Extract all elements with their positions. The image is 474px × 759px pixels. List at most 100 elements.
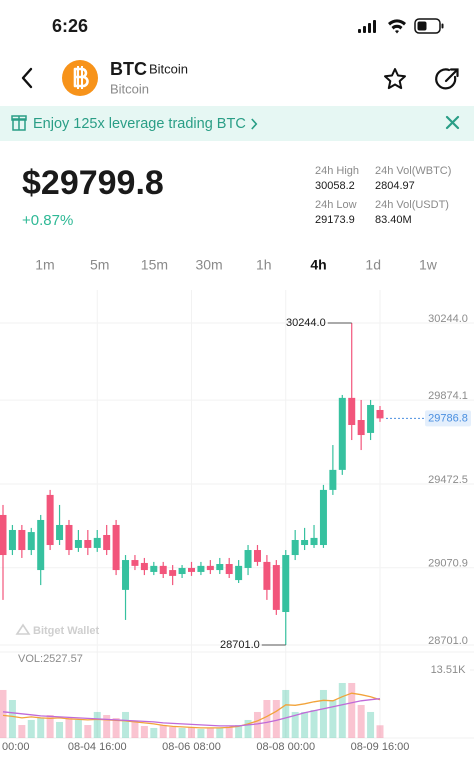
candle-body — [37, 519, 45, 571]
candle-body — [216, 564, 224, 571]
candle-body — [329, 469, 337, 490]
x-tick-label: 08-08 00:00 — [256, 741, 315, 753]
candle-body — [18, 529, 26, 551]
gift-icon — [11, 115, 27, 131]
volume-bar — [291, 711, 299, 738]
candle-body — [348, 397, 356, 426]
candle-body — [310, 537, 318, 546]
candle-body — [169, 570, 177, 576]
volume-bar — [357, 704, 365, 738]
candle-body — [272, 565, 280, 610]
volume-bar — [348, 682, 356, 738]
candle-body — [74, 540, 82, 548]
interval-tabs: 1m 5m 15m 30m 1h 4h 1d 1w — [35, 257, 437, 273]
volume-bar — [301, 711, 309, 738]
candle-body — [367, 404, 375, 433]
candle-body — [150, 565, 158, 572]
candle-body — [206, 565, 214, 571]
candle-body — [357, 420, 365, 436]
volume-bar — [206, 727, 214, 738]
candle-body — [235, 565, 243, 581]
volume-bar — [159, 725, 167, 738]
ma-line — [2, 698, 381, 727]
chart: 00:00 08-04 16:00 08-06 08:00 08-08 00:00 08… — [0, 290, 474, 753]
volume-bar — [197, 728, 205, 738]
interval-tab[interactable]: 1w — [419, 257, 438, 273]
candle-body — [159, 565, 167, 575]
volume-bar — [56, 721, 64, 738]
candle-body — [84, 540, 92, 548]
coin-logo — [62, 60, 98, 96]
stats: 24h High 30058.2 24h Vol(WBTC) 2804.97 24h L… — [315, 165, 451, 226]
volume-bar — [65, 718, 73, 738]
stat-label: 24h Vol(USDT) — [375, 199, 449, 211]
volume-bar — [84, 725, 92, 738]
volume-bar — [235, 725, 243, 738]
candle-body — [122, 560, 130, 590]
extreme-label: 28701.0 — [220, 639, 260, 651]
candle-body — [27, 532, 35, 551]
volume-bar — [46, 714, 54, 738]
volume-bar — [216, 727, 224, 738]
candle-body — [282, 555, 290, 613]
interval-tab[interactable]: 15m — [141, 257, 168, 273]
coin-subtitle: Bitcoin — [110, 81, 149, 96]
volume-bar — [93, 711, 101, 738]
candle-body — [46, 494, 54, 546]
x-tick-label: 00:00 — [2, 741, 30, 753]
status-time: 6:26 — [52, 16, 88, 36]
candle-body — [319, 489, 327, 546]
interval-tab[interactable]: 30m — [195, 257, 222, 273]
volume-bar — [8, 699, 16, 738]
interval-tab[interactable]: 5m — [90, 257, 109, 273]
volume-bar — [329, 699, 337, 738]
volume-bar — [319, 689, 327, 738]
volume-bar — [338, 682, 346, 738]
y-tick-label: 29070.9 — [428, 558, 468, 570]
volume-bar — [178, 727, 186, 738]
volume-bar — [131, 721, 139, 738]
banner-text[interactable]: Enjoy 125x leverage trading BTC — [33, 116, 246, 132]
candle-body — [338, 397, 346, 470]
interval-tab[interactable]: 1h — [256, 257, 272, 273]
candle-body — [188, 567, 195, 572]
stat-label: 24h Vol(WBTC) — [375, 165, 451, 177]
interval-tab[interactable]: 1d — [365, 257, 381, 273]
candle-body — [112, 524, 120, 571]
candle-body — [291, 540, 299, 556]
coin-name: Bitcoin — [149, 61, 188, 76]
candle-body — [0, 514, 7, 556]
volume-bar — [18, 725, 26, 738]
volume-bar — [367, 711, 375, 738]
volume-bar — [225, 726, 233, 738]
interval-tab[interactable]: 4h — [310, 257, 326, 273]
volume-bar — [282, 689, 290, 738]
share-button[interactable] — [435, 68, 459, 90]
volume-bar — [244, 719, 252, 738]
volume-bar — [140, 726, 148, 738]
candle-body — [225, 564, 233, 575]
y-tick-label: 28701.0 — [428, 635, 468, 647]
volume-bar — [112, 718, 120, 738]
volume-bar — [122, 711, 130, 738]
back-button[interactable] — [21, 67, 33, 89]
last-price: $29799.8 — [22, 164, 164, 202]
volume-bar — [376, 725, 384, 738]
y-tick-label: 29874.1 — [428, 390, 468, 402]
stat-label: 24h Low — [315, 199, 357, 211]
last-price-label: 29786.8 — [428, 412, 468, 424]
candle-body — [301, 540, 309, 546]
extreme-label: 30244.0 — [286, 317, 326, 329]
interval-tab[interactable]: 1m — [35, 257, 54, 273]
volume-bar — [169, 726, 177, 738]
volume-bar — [272, 699, 280, 738]
candle-body — [178, 567, 186, 575]
banner-close[interactable] — [445, 115, 460, 130]
favorite-button[interactable] — [384, 68, 406, 90]
stat-value: 2804.97 — [375, 180, 415, 192]
x-tick-label: 08-06 08:00 — [162, 741, 221, 753]
candle-body — [103, 534, 111, 551]
volume-bar — [310, 710, 318, 738]
promo-banner[interactable] — [0, 106, 474, 141]
